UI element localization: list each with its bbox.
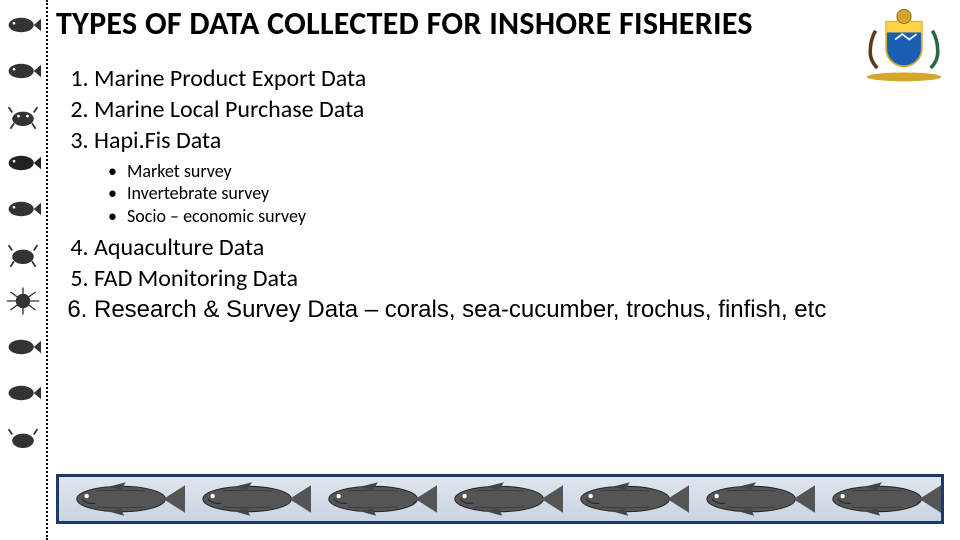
list-item: Hapi.Fis Data Market survey Invertebrate… — [94, 126, 946, 228]
list-item-text: Research & Survey Data – corals, sea-cuc… — [94, 296, 826, 323]
fish-icon — [697, 479, 815, 519]
fish-icon — [823, 479, 941, 519]
list-item-text: Marine Product Export Data — [94, 64, 366, 93]
sub-list-item: Market survey — [108, 160, 946, 183]
urchin-icon — [5, 284, 41, 318]
fish-icon — [5, 330, 41, 364]
list-item-text: Marine Local Purchase Data — [94, 95, 364, 124]
crab-icon — [5, 422, 41, 456]
fish-icon — [5, 54, 41, 88]
bottom-frame — [56, 474, 944, 524]
fish-icon — [5, 146, 41, 180]
crab-icon — [5, 238, 41, 272]
fish-icon — [319, 479, 437, 519]
list-item: FAD Monitoring Data — [94, 264, 946, 294]
list-item-text: FAD Monitoring Data — [94, 264, 298, 293]
main-list: Marine Product Export Data Marine Local … — [56, 64, 946, 326]
list-item: Marine Local Purchase Data — [94, 95, 946, 125]
fish-icon — [571, 479, 689, 519]
crab-icon — [5, 100, 41, 134]
list-item: Marine Product Export Data — [94, 64, 946, 94]
sub-list-item: Invertebrate survey — [108, 182, 946, 205]
side-strip — [0, 0, 48, 540]
fish-row — [59, 479, 941, 519]
fish-icon — [193, 479, 311, 519]
list-item-text: Aquaculture Data — [94, 233, 264, 262]
fish-icon — [5, 376, 41, 410]
fish-icon — [445, 479, 563, 519]
list-item: Aquaculture Data — [94, 233, 946, 263]
sub-list-item: Socio – economic survey — [108, 205, 946, 228]
slide-content: TYPES OF DATA COLLECTED FOR INSHORE FISH… — [56, 4, 946, 326]
list-item: Research & Survey Data – corals, sea-cuc… — [94, 295, 946, 325]
fish-icon — [67, 479, 185, 519]
list-item-text: Hapi.Fis Data — [94, 126, 221, 155]
sub-list: Market survey Invertebrate survey Socio … — [94, 160, 946, 228]
slide-title: TYPES OF DATA COLLECTED FOR INSHORE FISH… — [56, 6, 946, 42]
fish-icon — [5, 192, 41, 226]
fish-icon — [5, 8, 41, 42]
